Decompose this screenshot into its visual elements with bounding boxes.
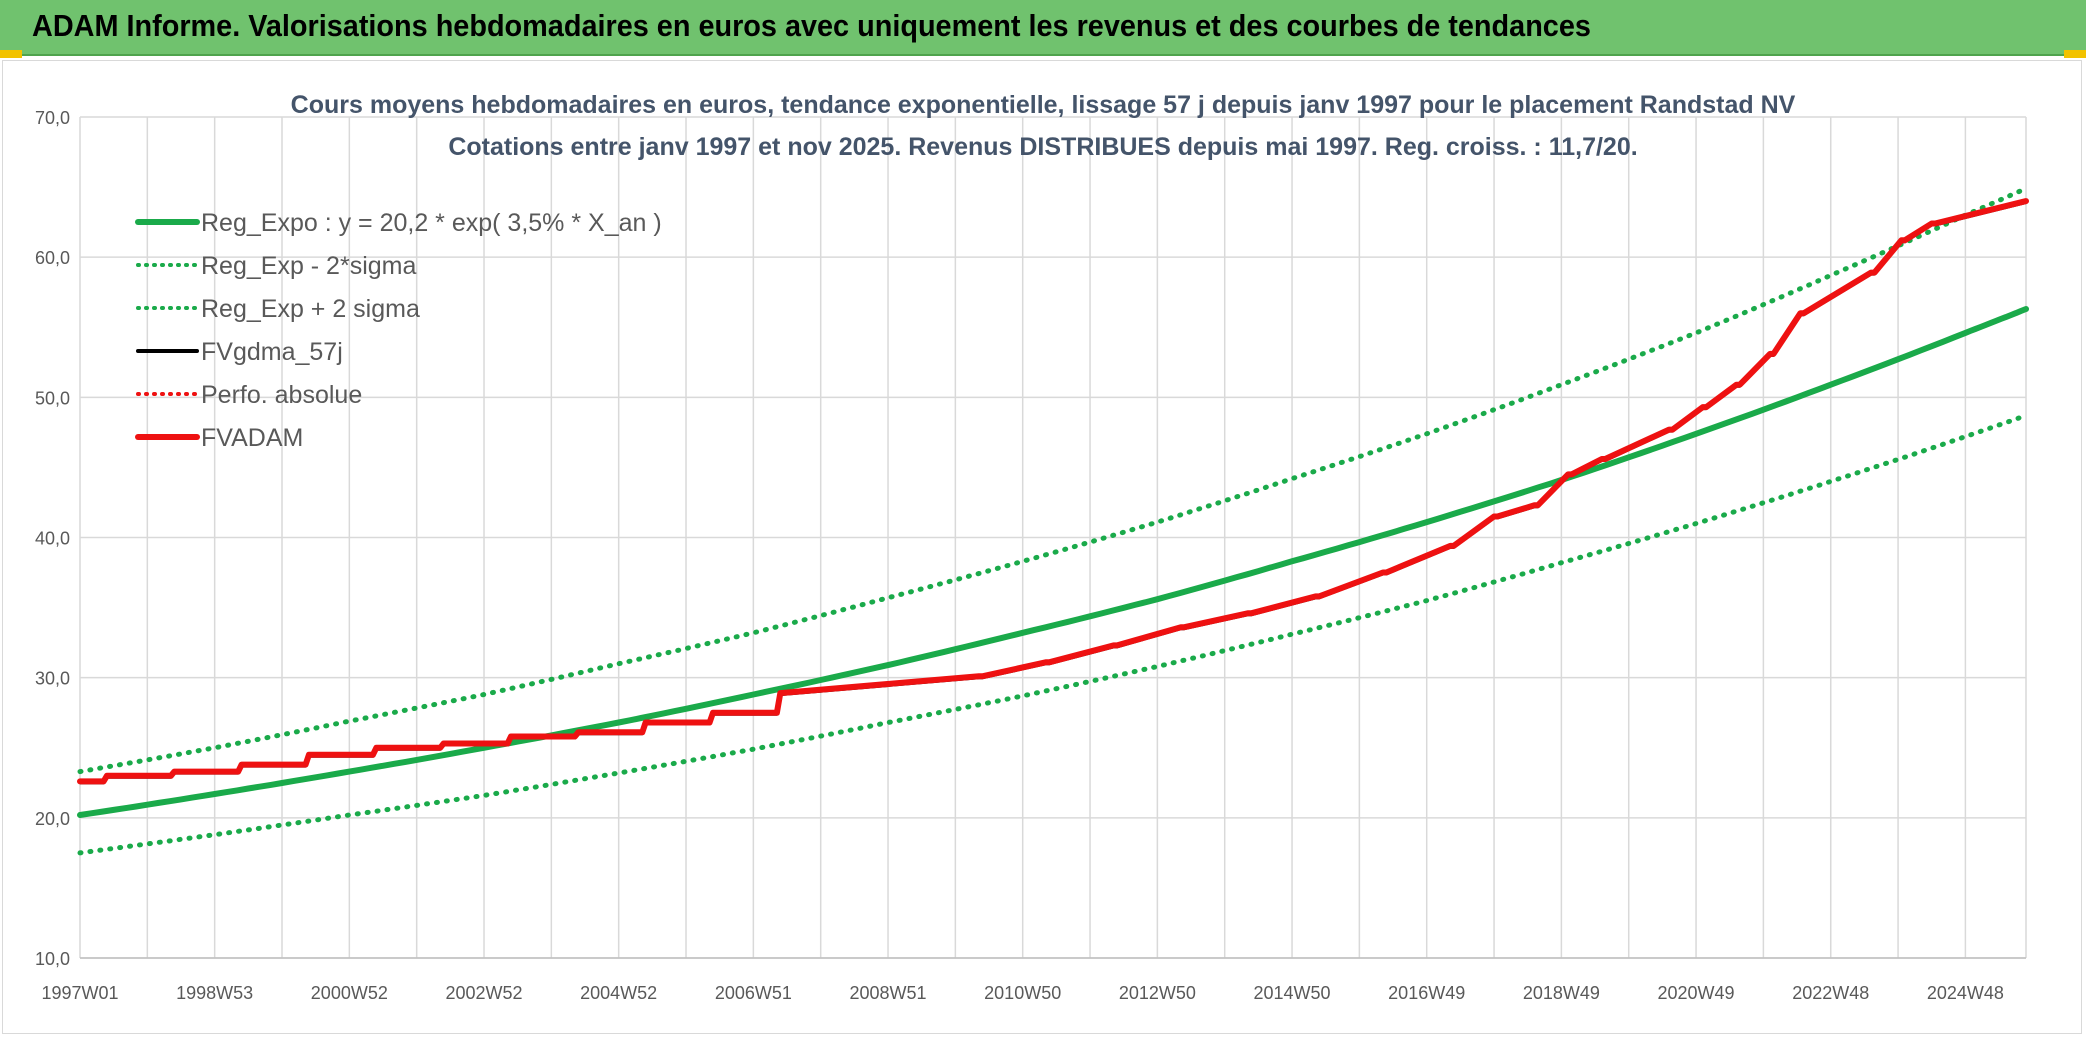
x-tick-label: 2020W49 (1658, 983, 1735, 1003)
legend-label: Reg_Expo : y = 20,2 * exp( 3,5% * X_an ) (201, 209, 662, 237)
x-tick-label: 2024W48 (1927, 983, 2004, 1003)
y-tick-label: 10,0 (35, 949, 70, 969)
series-line-fvadam (77, 198, 2029, 785)
y-tick-label: 50,0 (35, 388, 70, 408)
legend-label: Reg_Exp - 2*sigma (201, 252, 416, 280)
legend-label: FVgdma_57j (201, 338, 343, 366)
x-tick-label: 2010W50 (984, 983, 1061, 1003)
series-line-reg-exp-2-sigma (77, 413, 2029, 856)
grid (79, 116, 2027, 959)
corner-marker-right (2064, 50, 2086, 58)
series-layer (77, 186, 2029, 856)
corner-marker-left (0, 50, 22, 58)
y-tick-label: 30,0 (35, 669, 70, 689)
legend-label: Perfo. absolue (201, 381, 362, 409)
y-tick-label: 20,0 (35, 809, 70, 829)
x-tick-label: 2000W52 (311, 983, 388, 1003)
x-tick-label: 2022W48 (1792, 983, 1869, 1003)
chart-title: Cours moyens hebdomadaires en euros, ten… (291, 91, 1796, 119)
x-tick-label: 2008W51 (849, 983, 926, 1003)
axes: 10,0 20,0 30,0 40,0 50,0 60,0 70,0 1997W01 1998W… (35, 108, 2026, 1003)
x-tick-label: 2016W49 (1388, 983, 1465, 1003)
x-tick-label: 2006W51 (715, 983, 792, 1003)
y-tick-label: 60,0 (35, 248, 70, 268)
series-line-reg-exp-2-sigma (77, 186, 2029, 775)
x-tick-label: 2004W52 (580, 983, 657, 1003)
series-line-reg-expo-y-20-2-exp-3-5-x-an (77, 306, 2029, 818)
y-tick-label: 70,0 (35, 108, 70, 128)
chart-subtitle: Cotations entre janv 1997 et nov 2025. R… (448, 133, 1637, 161)
chart-frame (2, 60, 2082, 1034)
x-tick-label: 2014W50 (1254, 983, 1331, 1003)
header-bar: ADAM Informe. Valorisations hebdomadaire… (0, 0, 2086, 56)
x-tick-label: 1997W01 (41, 983, 118, 1003)
series-line-fvgdma-57j (80, 201, 2027, 785)
x-tick-label: 2002W52 (445, 983, 522, 1003)
legend: Reg_Expo : y = 20,2 * exp( 3,5% * X_an )… (135, 209, 662, 452)
x-tick-label: 1998W53 (176, 983, 253, 1003)
legend-label: Reg_Exp + 2 sigma (201, 295, 420, 323)
legend-label: FVADAM (201, 424, 303, 452)
x-tick-label: 2012W50 (1119, 983, 1196, 1003)
y-tick-label: 40,0 (35, 529, 70, 549)
page-title: ADAM Informe. Valorisations hebdomadaire… (32, 8, 1591, 43)
x-tick-label: 2018W49 (1523, 983, 1600, 1003)
